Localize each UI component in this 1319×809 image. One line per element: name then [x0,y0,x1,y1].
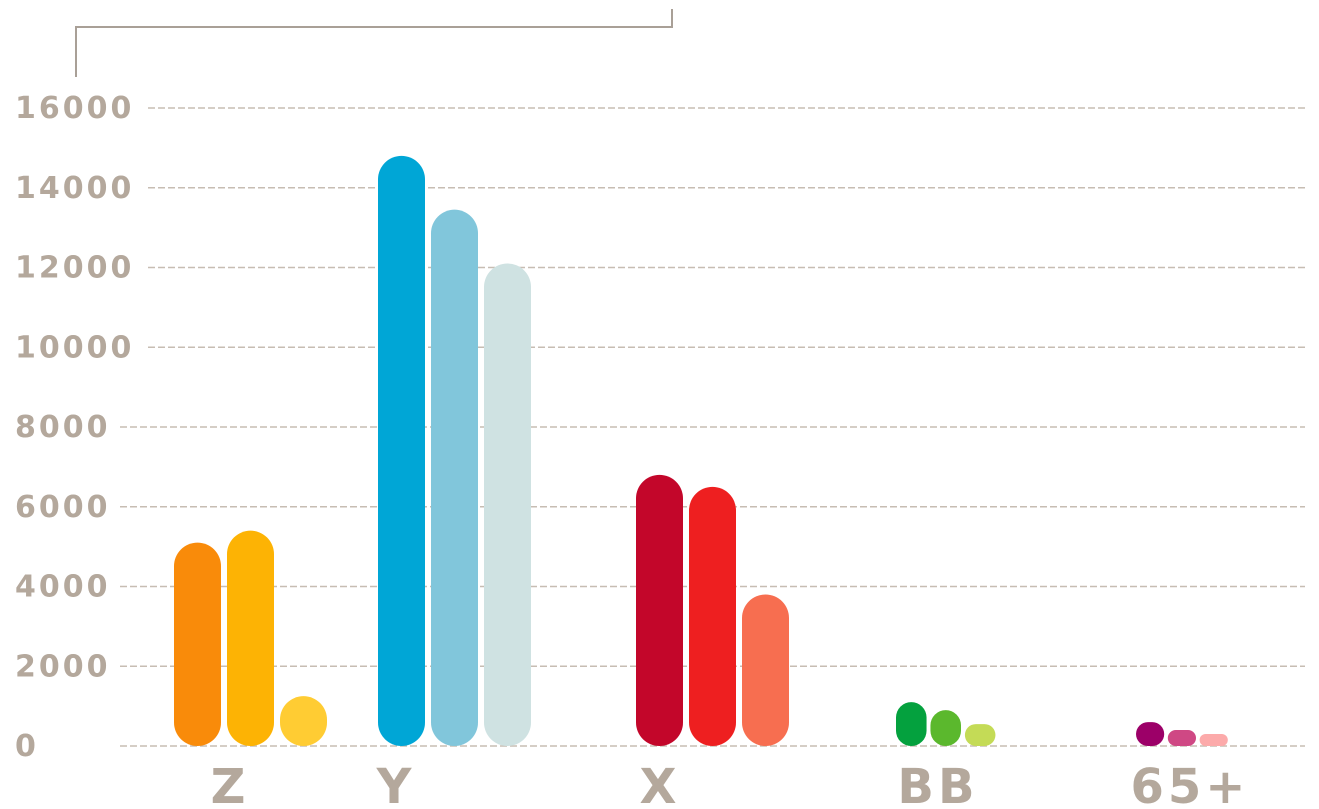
y-tick-label: 4000 [15,570,111,605]
bar-x-1 [636,474,683,746]
bar-z-3 [280,696,327,746]
bar-z-2 [227,530,274,746]
y-tick-label: 14000 [15,171,134,206]
bar-65plus-1 [1136,722,1165,746]
category-label: 65+ [1130,759,1249,809]
category-label: Y [376,759,416,809]
bar-x-2 [689,486,736,746]
bar-y-1 [378,155,425,747]
title-bracket-line [75,9,673,77]
y-tick-label: 12000 [15,251,134,286]
bar-y-2 [431,209,478,746]
y-axis-ticks: 16000 14000 12000 10000 8000 6000 4000 2000 0 [15,91,134,764]
bar-bb-3 [964,724,996,746]
bar-z-1 [174,542,221,746]
category-label: BB [897,759,978,809]
x-axis-categories: Z Y X BB 65+ [211,759,1249,809]
bar-65plus-2 [1167,730,1196,746]
bar-bb-2 [930,710,961,746]
y-tick-label: 10000 [15,330,134,365]
y-tick-label: 0 [15,729,39,764]
y-tick-label: 16000 [15,91,134,126]
bar-y-3 [484,263,531,746]
title-bracket [75,9,673,77]
y-tick-label: 8000 [15,410,111,445]
category-label: Z [211,759,250,809]
bars [174,155,1228,747]
bar-bb-1 [896,702,927,746]
bar-x-3 [742,594,789,746]
bar-65plus-3 [1199,734,1228,746]
category-label: X [639,759,680,809]
y-tick-label: 2000 [15,649,111,684]
y-tick-label: 6000 [15,490,111,525]
